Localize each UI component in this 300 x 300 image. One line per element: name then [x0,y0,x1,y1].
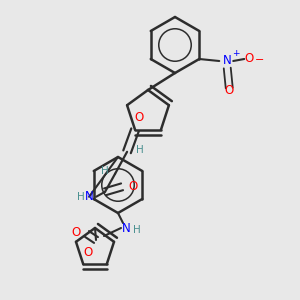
Text: O: O [128,180,138,193]
Text: H: H [136,145,144,155]
Text: O: O [83,247,92,260]
Text: N: N [122,221,130,235]
Text: O: O [71,226,81,238]
Text: N: N [85,190,93,203]
Text: H: H [101,166,109,176]
Text: O: O [244,52,254,65]
Text: +: + [232,49,240,58]
Text: N: N [223,55,232,68]
Text: H: H [77,192,85,202]
Text: H: H [133,225,141,235]
Text: O: O [134,111,144,124]
Text: O: O [225,83,234,97]
Text: −: − [255,55,264,65]
